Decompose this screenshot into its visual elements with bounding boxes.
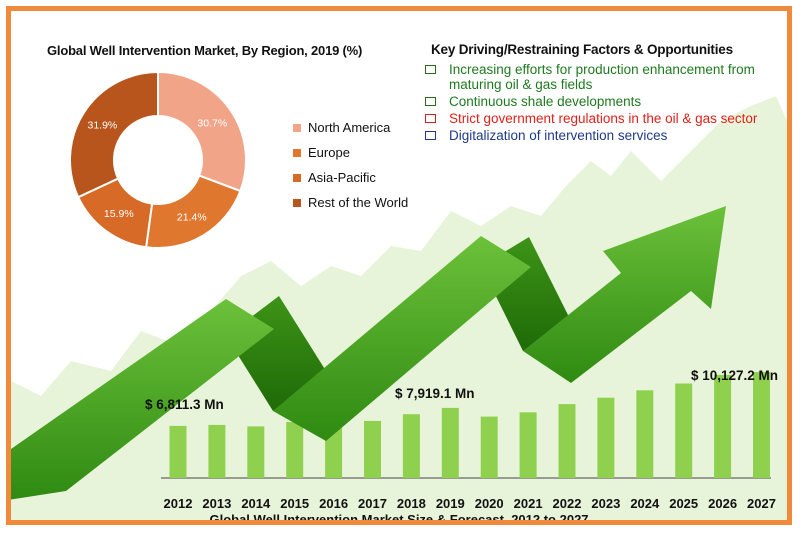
- bar-2026: [714, 374, 732, 478]
- donut-slice-label: 30.7%: [197, 117, 227, 129]
- x-tick-2012: 2012: [163, 496, 193, 511]
- legend-swatch: [293, 173, 301, 182]
- checkbox-icon: [425, 114, 436, 123]
- x-tick-2027: 2027: [747, 496, 776, 511]
- checkbox-icon: [425, 97, 436, 106]
- factor-text: Strict government regulations in the oil…: [449, 111, 758, 126]
- legend-swatch: [293, 148, 301, 157]
- bar-annotation-2012: $ 6,811.3 Mn: [145, 397, 224, 412]
- donut-slice-north-america: [157, 70, 247, 193]
- bar-series: [169, 372, 770, 478]
- bar-2025: [675, 383, 693, 478]
- x-tick-2018: 2018: [396, 496, 426, 511]
- x-tick-2013: 2013: [202, 496, 232, 511]
- factor-text: Continuous shale developments: [449, 94, 642, 109]
- background-graphics: 30.7% 21.4% 15.9% 31.9%: [11, 70, 787, 520]
- factor-item: Continuous shale developments: [423, 94, 783, 109]
- x-tick-2025: 2025: [669, 496, 699, 511]
- growth-arrow: [11, 206, 726, 500]
- x-tick-2019: 2019: [435, 496, 465, 511]
- factor-item: Strict government regulations in the oil…: [423, 111, 783, 126]
- factor-item: Digitalization of intervention services: [423, 128, 783, 143]
- x-tick-2015: 2015: [280, 496, 310, 511]
- bar-2024: [636, 390, 654, 478]
- pie-chart-title: Global Well Intervention Market, By Regi…: [47, 43, 363, 58]
- factor-item: Increasing efforts for production enhanc…: [423, 62, 783, 92]
- donut-slice-label: 31.9%: [88, 120, 118, 132]
- bar-annotation-2019: $ 7,919.1 Mn: [395, 386, 475, 401]
- x-tick-2022: 2022: [552, 496, 582, 511]
- bar-2017: [364, 420, 381, 478]
- factors-title: Key Driving/Restraining Factors & Opport…: [431, 42, 733, 57]
- factors-list: Increasing efforts for production enhanc…: [423, 62, 783, 145]
- x-tick-2020: 2020: [474, 496, 504, 511]
- legend-label: North America: [308, 120, 391, 135]
- x-axis-title: Global Well Intervention Market Size & F…: [209, 512, 589, 525]
- bar-2013: [208, 424, 226, 478]
- bar-2021: [519, 412, 537, 478]
- x-tick-2014: 2014: [241, 496, 271, 511]
- legend-label: Europe: [308, 145, 350, 160]
- bar-2014: [247, 426, 265, 478]
- x-tick-2023: 2023: [591, 496, 621, 511]
- bar-2018: [402, 414, 420, 478]
- donut-slice-label: 15.9%: [104, 208, 134, 220]
- bar-2012: [169, 425, 187, 478]
- donut-slice-europe: [145, 174, 242, 249]
- infographic-frame: 30.7% 21.4% 15.9% 31.9% Global Well Interve…: [6, 6, 792, 525]
- factor-text: Increasing efforts for production enhanc…: [449, 62, 755, 92]
- bar-2019: [441, 407, 459, 478]
- bar-2023: [597, 397, 615, 478]
- legend-label: Rest of the World: [308, 195, 409, 210]
- donut-slice-label: 21.4%: [177, 212, 207, 224]
- bar-2020: [480, 416, 498, 478]
- bar-2015: [286, 422, 304, 478]
- legend-item-rest-of-world: Rest of the World: [293, 190, 408, 215]
- checkbox-icon: [425, 65, 436, 74]
- legend-label: Asia-Pacific: [308, 170, 376, 185]
- region-donut-chart: 30.7% 21.4% 15.9% 31.9%: [69, 70, 247, 249]
- bar-2027: [753, 372, 770, 478]
- checkbox-icon: [425, 131, 436, 140]
- x-tick-2021: 2021: [513, 496, 543, 511]
- x-tick-2026: 2026: [708, 496, 738, 511]
- x-tick-2017: 2017: [358, 496, 387, 511]
- legend-item-north-america: North America: [293, 115, 408, 140]
- donut-slice-rest-of-the-world: [69, 70, 159, 199]
- bar-2022: [558, 404, 576, 478]
- x-tick-2016: 2016: [319, 496, 349, 511]
- legend-item-asia-pacific: Asia-Pacific: [293, 165, 408, 190]
- factor-text: Digitalization of intervention services: [449, 128, 668, 143]
- pie-legend: North America Europe Asia-Pacific Rest o…: [293, 115, 408, 215]
- bar-annotation-2027: $ 10,127.2 Mn: [691, 368, 779, 383]
- legend-swatch: [293, 123, 301, 132]
- x-tick-2024: 2024: [630, 496, 660, 511]
- legend-swatch: [293, 198, 301, 207]
- legend-item-europe: Europe: [293, 140, 408, 165]
